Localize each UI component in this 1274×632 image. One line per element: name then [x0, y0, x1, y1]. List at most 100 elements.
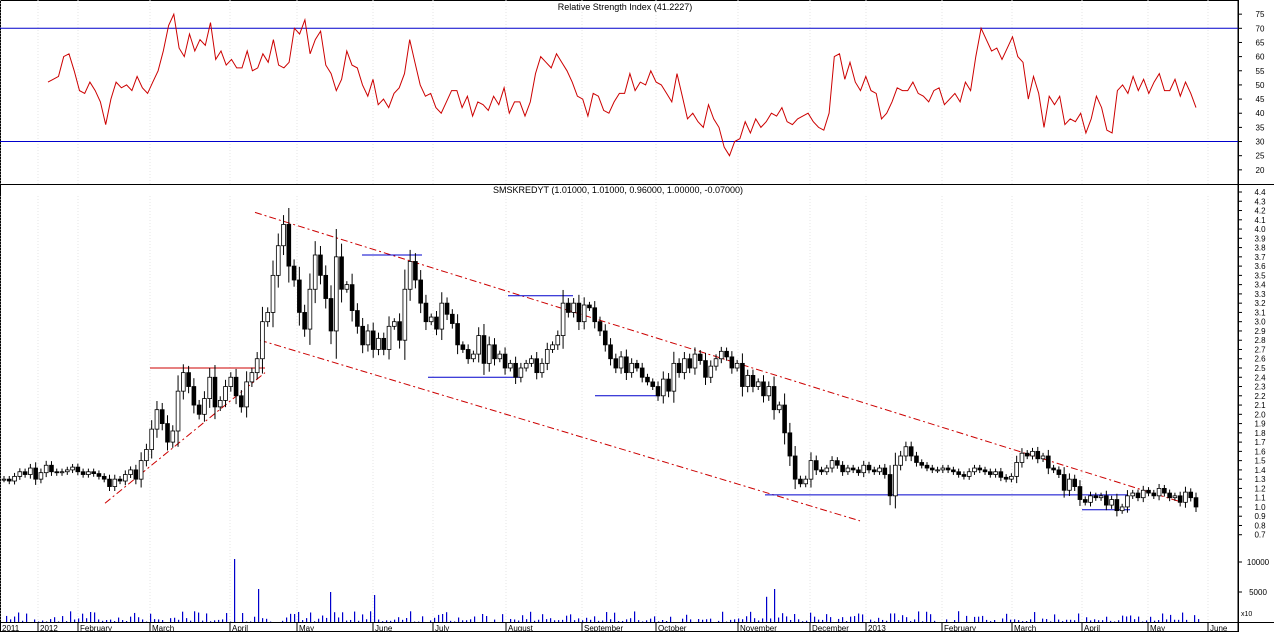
- volume-bar: [42, 620, 44, 622]
- price-candle: [523, 359, 529, 372]
- volume-bars: [6, 559, 1200, 622]
- price-candle: [587, 301, 592, 311]
- price-candle: [402, 269, 408, 360]
- price-tick-label: 4.0: [1254, 225, 1266, 234]
- volume-bar: [702, 619, 704, 622]
- volume-bar: [1166, 619, 1168, 622]
- volume-bar: [1094, 619, 1096, 622]
- price-tick-label: 2.9: [1254, 327, 1266, 336]
- volume-bar: [110, 619, 112, 622]
- price-candle: [803, 475, 808, 488]
- price-candle: [1104, 490, 1109, 511]
- volume-bar: [1098, 620, 1100, 622]
- volume-bar: [494, 619, 496, 622]
- volume-bar: [102, 620, 104, 622]
- price-candle: [956, 468, 961, 478]
- volume-bar: [510, 618, 512, 622]
- volume-bar: [126, 621, 128, 622]
- volume-bar: [402, 619, 404, 622]
- volume-bar: [762, 618, 764, 622]
- price-tick-label: 0.7: [1254, 531, 1266, 540]
- price-candle: [434, 310, 439, 336]
- price-tick-label: 1.0: [1254, 503, 1266, 512]
- volume-bar: [462, 620, 464, 622]
- volume-bar: [1130, 615, 1132, 622]
- price-candle: [592, 301, 598, 329]
- volume-bar: [626, 619, 628, 622]
- price-candle: [840, 461, 845, 476]
- volume-bar: [118, 617, 120, 622]
- price-candle: [101, 473, 107, 483]
- volume-bar: [806, 620, 808, 622]
- price-tick-label: 2.4: [1254, 373, 1266, 382]
- volume-bar: [266, 618, 268, 622]
- volume-bar: [794, 614, 796, 622]
- volume-bar: [294, 614, 296, 622]
- price-candle: [450, 309, 455, 329]
- volume-bar: [946, 619, 948, 622]
- price-candle: [186, 365, 191, 394]
- volume-bar: [1006, 613, 1008, 622]
- volume-bar: [534, 620, 536, 622]
- volume-bar: [202, 620, 204, 622]
- price-candle: [1061, 467, 1067, 498]
- volume-bar: [518, 620, 520, 622]
- price-candle: [529, 355, 534, 367]
- price-candle: [318, 246, 323, 285]
- price-tick-label: 1.1: [1254, 494, 1266, 503]
- volume-bar: [670, 616, 672, 622]
- volume-bar: [58, 621, 60, 622]
- volume-bar: [98, 619, 100, 622]
- volume-bar: [314, 621, 316, 622]
- volume-bar: [898, 620, 900, 622]
- price-candle: [581, 297, 587, 330]
- price-candle: [328, 285, 334, 345]
- price-candle: [798, 475, 803, 488]
- price-candle: [123, 470, 128, 486]
- price-tick-label: 2.5: [1254, 364, 1266, 373]
- price-candle: [165, 415, 170, 451]
- month-label: June: [1210, 624, 1228, 632]
- volume-bar: [94, 612, 96, 622]
- price-tick-label: 4.4: [1254, 188, 1266, 197]
- price-candle: [1135, 489, 1141, 502]
- price-tick-label: 1.5: [1254, 457, 1266, 466]
- volume-bar: [322, 615, 324, 622]
- volume-bar: [918, 611, 920, 622]
- price-tick-label: 3.2: [1254, 299, 1266, 308]
- price-candle: [444, 297, 450, 321]
- volume-bar: [746, 616, 748, 622]
- volume-bar: [374, 595, 376, 622]
- price-candle: [998, 467, 1004, 482]
- uptrend-line: [104, 372, 266, 504]
- price-candle: [624, 349, 629, 380]
- price-candle: [1188, 488, 1194, 502]
- volume-bar: [54, 617, 56, 622]
- price-candle: [38, 468, 44, 484]
- volume-bar: [90, 611, 92, 622]
- volume-bar: [610, 619, 612, 622]
- price-candle: [191, 378, 197, 414]
- price-candle: [988, 468, 993, 478]
- price-tick-label: 3.6: [1254, 262, 1266, 271]
- price-candle: [645, 373, 650, 386]
- volume-bar: [646, 620, 648, 622]
- price-candle: [924, 462, 930, 472]
- price-candle: [877, 464, 882, 475]
- price-candle: [397, 313, 402, 349]
- price-candle: [903, 441, 909, 462]
- price-candle: [1024, 450, 1030, 460]
- rsi-tick-label: 55: [1256, 67, 1265, 76]
- month-label: March: [152, 624, 174, 632]
- price-candle: [602, 324, 608, 352]
- volume-bar: [190, 620, 192, 622]
- volume-bar: [330, 592, 332, 622]
- volume-bar: [1194, 615, 1196, 622]
- price-candle: [144, 443, 149, 467]
- month-label: February: [944, 624, 976, 632]
- volume-bar: [482, 613, 484, 622]
- volume-bar: [778, 617, 780, 622]
- price-candle: [824, 464, 830, 475]
- volume-bar: [458, 617, 460, 622]
